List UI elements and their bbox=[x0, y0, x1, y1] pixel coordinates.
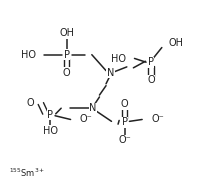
Text: $^{155}$Sm$^{3+}$: $^{155}$Sm$^{3+}$ bbox=[9, 167, 45, 179]
Text: P: P bbox=[148, 57, 154, 67]
Text: HO: HO bbox=[111, 54, 126, 64]
Text: O⁻: O⁻ bbox=[152, 114, 165, 124]
Text: N: N bbox=[89, 103, 97, 113]
Text: P: P bbox=[122, 117, 128, 127]
Text: N: N bbox=[107, 68, 114, 78]
Text: O: O bbox=[121, 99, 128, 109]
Text: OH: OH bbox=[168, 38, 183, 48]
Text: O⁻: O⁻ bbox=[118, 135, 131, 145]
Text: O: O bbox=[26, 98, 34, 108]
Text: HO: HO bbox=[43, 126, 58, 136]
Text: O⁻: O⁻ bbox=[80, 114, 93, 124]
Text: O: O bbox=[63, 68, 70, 78]
Text: P: P bbox=[47, 110, 53, 120]
Text: HO: HO bbox=[21, 50, 36, 60]
Text: P: P bbox=[64, 50, 70, 60]
Text: OH: OH bbox=[59, 28, 74, 38]
Text: O: O bbox=[147, 75, 155, 85]
